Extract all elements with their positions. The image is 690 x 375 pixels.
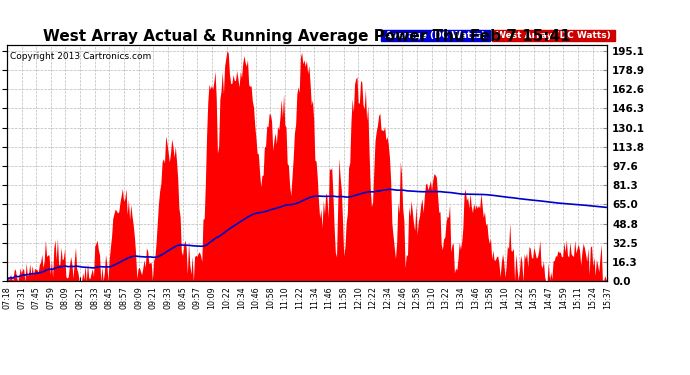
Text: West Array (DC Watts): West Array (DC Watts)	[493, 31, 614, 40]
Text: Average (DC Watts): Average (DC Watts)	[382, 31, 489, 40]
Title: West Array Actual & Running Average Power Thu Feb 7 15:41: West Array Actual & Running Average Powe…	[43, 29, 571, 44]
Text: Copyright 2013 Cartronics.com: Copyright 2013 Cartronics.com	[10, 52, 151, 61]
